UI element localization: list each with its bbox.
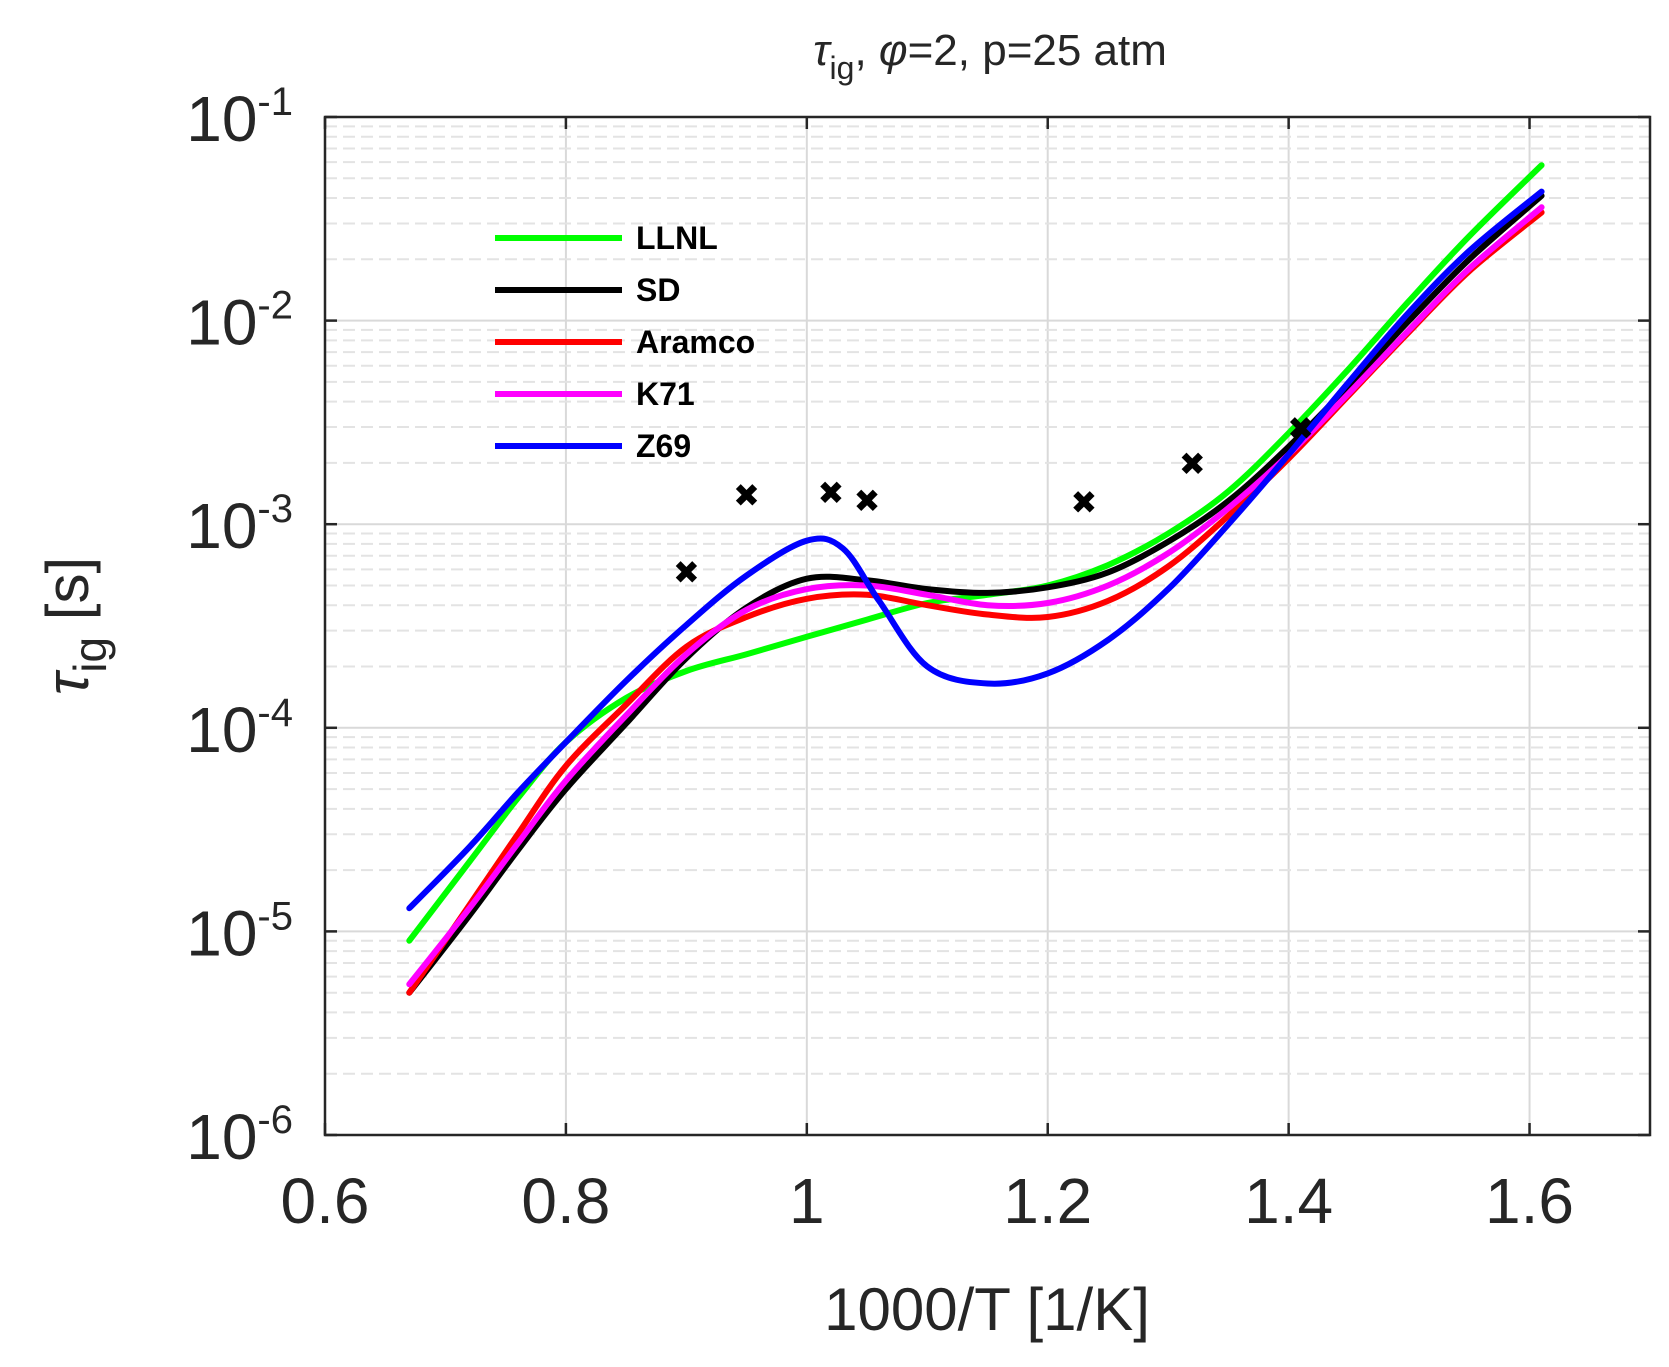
- y-tick-labels: 10-6 10-5 10-4 10-3 10-2 10-1: [186, 80, 293, 1173]
- legend-label-sd: SD: [636, 272, 680, 308]
- experiment-markers: ✖✖ ✖ ✖ ✖✖✖: [673, 411, 1314, 591]
- legend: LLNL SD Aramco K71 Z69: [495, 220, 755, 464]
- experiment-marker: ✖: [673, 554, 700, 590]
- y-tick-label: 10-2: [186, 284, 293, 359]
- experiment-marker: ✖: [733, 478, 760, 514]
- y-tick-label: 10-4: [186, 691, 293, 766]
- experiment-marker: ✖: [1287, 411, 1314, 447]
- x-axis-title: 1000/T [1/K]: [824, 1276, 1150, 1343]
- experiment-marker: ✖: [818, 475, 845, 511]
- experiment-marker: ✖: [1179, 446, 1206, 482]
- y-axis-title: τig [s]: [34, 557, 116, 695]
- x-tick-label: 0.6: [281, 1165, 370, 1237]
- legend-label-aramco: Aramco: [636, 324, 755, 360]
- y-tick-label: 10-3: [186, 487, 293, 562]
- x-tick-label: 1.2: [1003, 1165, 1092, 1237]
- legend-label-llnl: LLNL: [636, 220, 718, 256]
- y-tick-label: 10-1: [186, 80, 293, 155]
- chart-title: τig, φ=2, p=25 atm: [813, 26, 1167, 86]
- y-tick-label: 10-6: [186, 1098, 293, 1173]
- x-tick-label: 1.6: [1485, 1165, 1574, 1237]
- legend-label-z69: Z69: [636, 428, 691, 464]
- tick-marks: [323, 115, 1650, 1137]
- series-layer: [406, 162, 1545, 996]
- series-line-k71: [406, 204, 1545, 988]
- axes-box: [323, 115, 1652, 1137]
- x-tick-label: 1: [789, 1165, 825, 1237]
- y-tick-label: 10-5: [186, 894, 293, 969]
- series-line-sd: [406, 192, 1545, 996]
- series-line-llnl: [406, 162, 1545, 944]
- x-tick-label: 0.8: [521, 1165, 610, 1237]
- experiment-marker: ✖: [854, 483, 881, 519]
- x-tick-label: 1.4: [1244, 1165, 1333, 1237]
- series-line-z69: [406, 188, 1545, 912]
- legend-label-k71: K71: [636, 376, 695, 412]
- x-tick-labels: 0.6 0.8 1 1.2 1.4 1.6: [281, 1165, 1575, 1237]
- experiment-marker: ✖: [1070, 484, 1097, 520]
